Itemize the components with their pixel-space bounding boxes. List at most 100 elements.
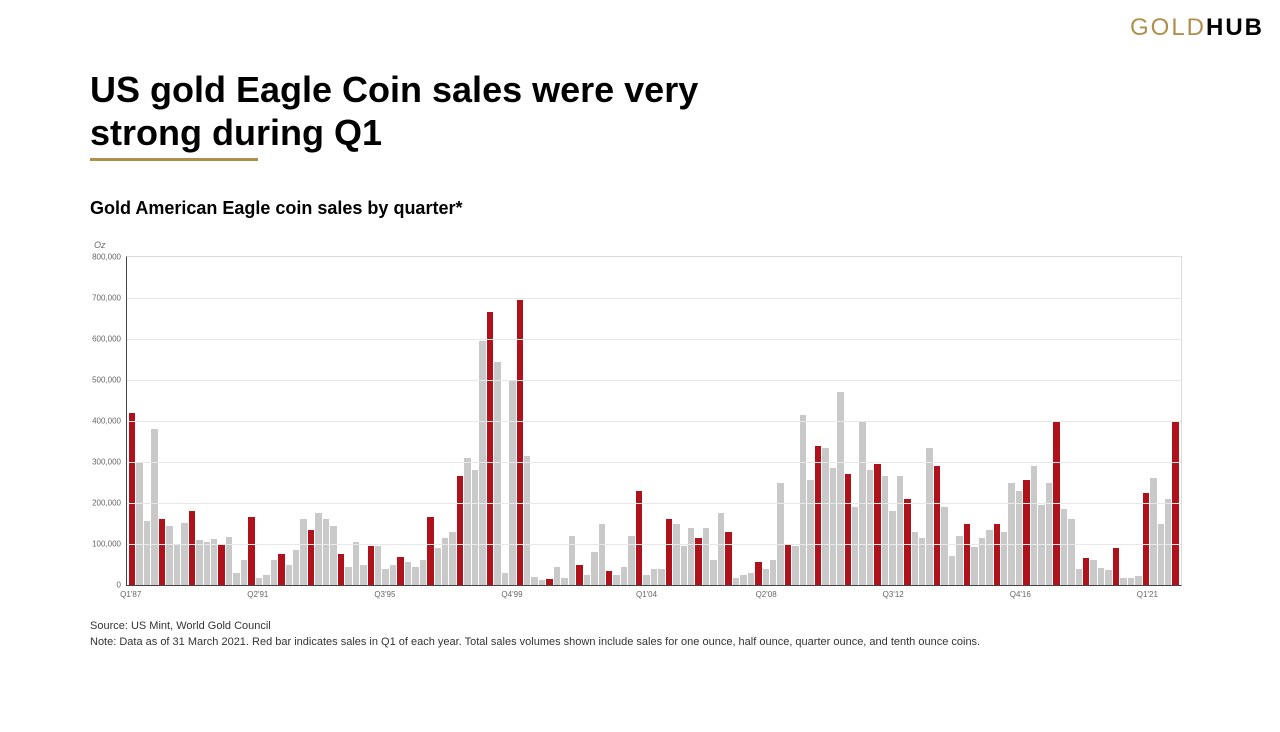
bar xyxy=(740,575,746,585)
bar xyxy=(800,415,806,585)
bar xyxy=(323,519,329,585)
bar xyxy=(479,341,485,585)
bar xyxy=(681,546,687,585)
bar-q1 xyxy=(845,474,851,585)
gridline xyxy=(127,544,1181,545)
bar xyxy=(1001,532,1007,585)
bar-q1 xyxy=(1113,548,1119,585)
bar xyxy=(360,565,366,586)
y-tick-label: 400,000 xyxy=(92,417,121,426)
bar xyxy=(889,511,895,585)
bar xyxy=(986,530,992,585)
bar xyxy=(286,565,292,586)
x-tick-label: Q2'08 xyxy=(756,590,777,599)
bar xyxy=(375,546,381,585)
bar-q1 xyxy=(129,413,135,585)
page-title: US gold Eagle Coin sales were very stron… xyxy=(90,68,710,154)
gridline xyxy=(127,503,1181,504)
bar xyxy=(1008,483,1014,586)
bar xyxy=(621,567,627,585)
bar xyxy=(241,560,247,585)
bar xyxy=(1128,578,1134,585)
bar xyxy=(554,567,560,585)
bar xyxy=(673,524,679,586)
bar xyxy=(1031,466,1037,585)
bar xyxy=(1158,524,1164,586)
bar xyxy=(807,480,813,585)
x-tick-label: Q3'95 xyxy=(374,590,395,599)
y-tick-label: 600,000 xyxy=(92,335,121,344)
bar xyxy=(658,569,664,585)
bar-q1 xyxy=(457,476,463,585)
x-tick-label: Q1'21 xyxy=(1137,590,1158,599)
bar xyxy=(293,550,299,585)
note-text: Note: Data as of 31 March 2021. Red bar … xyxy=(90,636,980,648)
bar xyxy=(1150,478,1156,585)
bar xyxy=(271,560,277,585)
y-tick-label: 0 xyxy=(117,581,121,590)
bar xyxy=(204,542,210,585)
bar-q1 xyxy=(785,544,791,585)
bar xyxy=(748,573,754,585)
bar-q1 xyxy=(427,517,433,585)
bar xyxy=(792,546,798,585)
bar xyxy=(151,429,157,585)
bar-q1 xyxy=(815,446,821,585)
bar xyxy=(777,483,783,586)
bar xyxy=(703,528,709,585)
bar xyxy=(1068,519,1074,585)
bar xyxy=(710,560,716,585)
bar xyxy=(136,462,142,585)
bar xyxy=(599,524,605,585)
bar xyxy=(1105,570,1111,585)
bar-q1 xyxy=(517,300,523,585)
bar xyxy=(166,526,172,585)
bar-q1 xyxy=(1143,493,1149,585)
bar xyxy=(174,544,180,585)
y-tick-label: 500,000 xyxy=(92,376,121,385)
bar xyxy=(1090,560,1096,585)
bar xyxy=(345,567,351,585)
bar xyxy=(561,578,567,585)
bar xyxy=(300,519,306,585)
bar-q1 xyxy=(755,562,761,585)
bar xyxy=(382,569,388,585)
plot-area: 0100,000200,000300,000400,000500,000600,… xyxy=(126,256,1182,586)
bar xyxy=(181,523,187,585)
bar-q1 xyxy=(248,517,254,585)
bar xyxy=(882,476,888,585)
bar-q1 xyxy=(218,544,224,585)
gridline xyxy=(127,339,1181,340)
x-tick-label: Q1'04 xyxy=(636,590,657,599)
x-tick-label: Q4'16 xyxy=(1010,590,1031,599)
bar-q1 xyxy=(606,571,612,585)
bar xyxy=(196,540,202,585)
chart-subtitle: Gold American Eagle coin sales by quarte… xyxy=(90,198,462,219)
bar xyxy=(651,569,657,585)
bar xyxy=(211,539,217,585)
logo-part-gold: GOLD xyxy=(1130,14,1206,41)
bar xyxy=(822,448,828,585)
y-tick-label: 300,000 xyxy=(92,458,121,467)
bar xyxy=(353,542,359,585)
bar xyxy=(763,569,769,585)
bar xyxy=(830,468,836,585)
bar xyxy=(613,575,619,585)
bar xyxy=(852,507,858,585)
bar-q1 xyxy=(338,554,344,585)
bar xyxy=(770,560,776,585)
bar xyxy=(912,532,918,585)
bar-q1 xyxy=(546,579,552,585)
y-tick-label: 100,000 xyxy=(92,540,121,549)
bar-q1 xyxy=(397,557,403,585)
y-axis-unit: Oz xyxy=(94,240,106,250)
logo-part-hub: HUB xyxy=(1206,14,1264,41)
bar xyxy=(144,521,150,585)
bar xyxy=(390,565,396,586)
bar-q1 xyxy=(576,565,582,585)
bar-q1 xyxy=(368,546,374,585)
bar-q1 xyxy=(994,524,1000,585)
bar xyxy=(1120,578,1126,585)
bar-q1 xyxy=(904,499,910,585)
bar xyxy=(509,380,515,585)
